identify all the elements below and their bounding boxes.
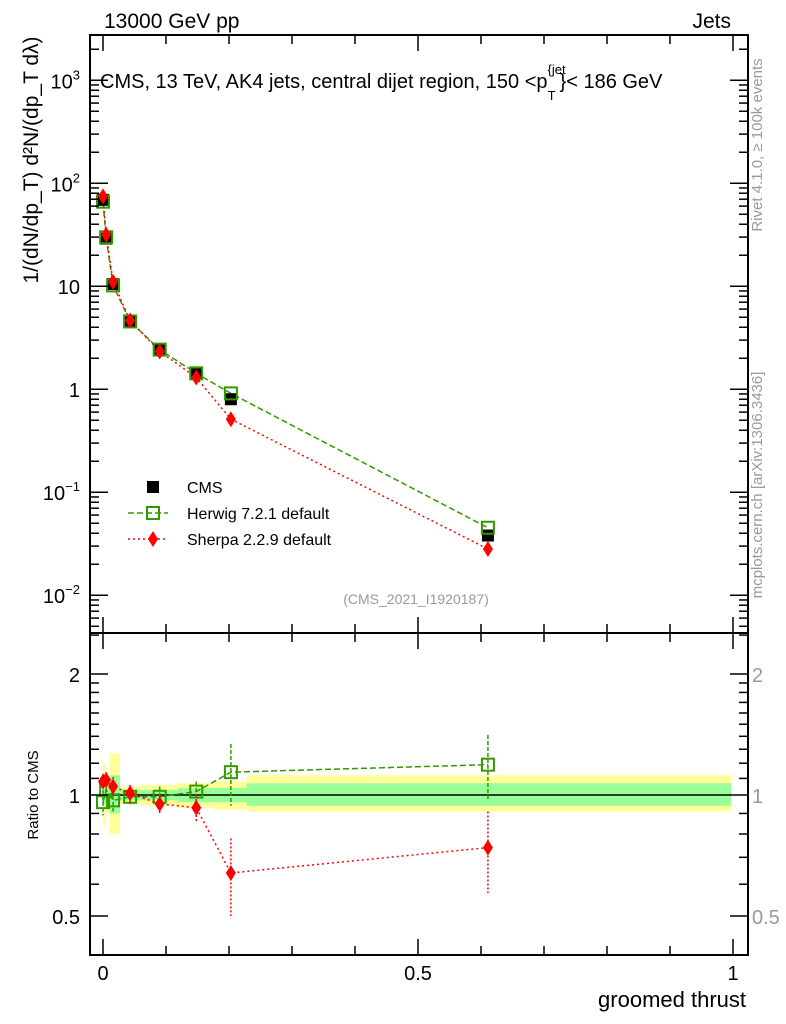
x-tick-label: 0 (97, 963, 108, 985)
ratio-plot-frame (89, 632, 749, 956)
sherpa-ratio-point (482, 839, 493, 856)
sherpa-ratio-point (191, 799, 202, 816)
ratio-tick-label-right: 0.5 (752, 907, 780, 929)
y-tick-label: 103 (51, 67, 80, 93)
y-tick-label: 10−2 (43, 582, 80, 608)
legend-marker (146, 506, 160, 520)
ratio-tick-label: 0.5 (52, 907, 80, 929)
plot-title: CMS, 13 TeV, AK4 jets, central dijet reg… (100, 62, 663, 103)
herwig-ratio-point (480, 757, 495, 772)
header-right: Jets (692, 10, 731, 33)
cms-point (481, 529, 494, 542)
herwig-ratio-point (223, 765, 238, 780)
header-left: 13000 GeV pp (104, 10, 239, 33)
ratio-y-label: Ratio to CMS (25, 750, 42, 839)
rivet-label: Rivet 4.1.0, ≥ 100k events (749, 58, 766, 231)
x-tick-label: 1 (727, 963, 738, 985)
x-axis-label: groomed thrust (598, 987, 746, 1012)
sherpa-ratio-point (101, 771, 112, 788)
herwig-main-line (102, 201, 489, 529)
y-tick-label: 10−1 (43, 479, 80, 505)
sherpa-point (125, 312, 136, 329)
sherpa-point (98, 188, 108, 205)
sherpa-point (108, 273, 119, 290)
y-axis-label: 1/(dN/dp_T) d²N/(dp_T dλ) (20, 36, 43, 283)
sherpa-point (101, 226, 112, 243)
x-tick-label: 0.5 (404, 963, 432, 985)
sherpa-point (482, 540, 493, 557)
legend-label: Sherpa 2.2.9 default (187, 532, 332, 549)
sherpa-point (225, 411, 236, 428)
sherpa-main-line (102, 196, 489, 550)
ratio-tick-label: 2 (69, 665, 80, 687)
mcplots-label: mcplots.cern.ch [arXiv:1306.3436] (749, 372, 766, 599)
legend-label: CMS (187, 480, 223, 497)
ratio-tick-label: 1 (69, 786, 80, 808)
sherpa-point (191, 369, 202, 386)
y-tick-label: 10 (58, 277, 80, 299)
ratio-tick-label-right: 2 (752, 665, 763, 687)
ratio-uncertainty-bands (103, 753, 732, 834)
sherpa-ratio-point (154, 795, 165, 812)
herwig-ratio-point (189, 784, 204, 799)
sherpa-ratio-point (125, 785, 136, 802)
ratio-tick-label-right: 1 (752, 786, 763, 808)
legend-label: Herwig 7.2.1 default (187, 506, 330, 523)
herwig-point (223, 386, 238, 401)
sherpa-ratio-point (108, 778, 119, 795)
herwig-point (480, 520, 495, 535)
y-tick-label: 102 (51, 170, 80, 196)
legend-marker (147, 481, 159, 493)
data-marks (96, 188, 495, 917)
analysis-id: (CMS_2021_I1920187) (343, 591, 489, 607)
y-tick-label: 1 (69, 380, 80, 402)
herwig-ratio-line (102, 763, 488, 803)
legend-marker (148, 531, 158, 547)
sherpa-point (154, 343, 165, 360)
sherpa-ratio-point (225, 864, 236, 881)
legend: CMS Herwig 7.2.1 default Sherpa 2.2.9 defa… (128, 480, 332, 549)
